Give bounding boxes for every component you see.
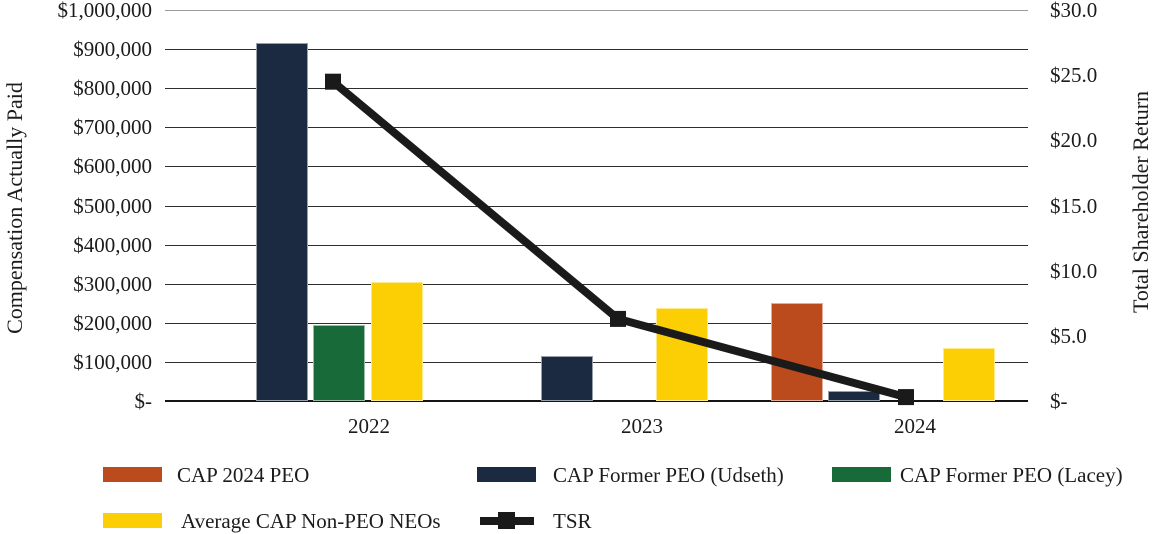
left-axis-tick-label: $100,000: [73, 349, 152, 374]
right-axis-tick-label: $5.0: [1050, 323, 1087, 348]
legend-swatch-3: [832, 467, 891, 482]
legend-label-3: CAP Former PEO (Lacey): [900, 463, 1123, 487]
legend-swatch-4: [103, 513, 162, 528]
legend-label-4: Average CAP Non-PEO NEOs: [181, 509, 441, 533]
left-axis-tick-label: $400,000: [73, 232, 152, 257]
gridline: [165, 49, 1028, 51]
left-axis-tick-label: $200,000: [73, 310, 152, 335]
left-axis-tick-label: $600,000: [73, 154, 152, 179]
left-axis-tick-label: $900,000: [73, 37, 152, 62]
x-axis-label-2024: 2024: [894, 414, 936, 438]
left-axis-tick-label: $300,000: [73, 271, 152, 296]
left-axis-tick-label: $1,000,000: [57, 0, 153, 22]
legend-tsr-square: [498, 512, 515, 529]
left-axis-tick-label: $800,000: [73, 76, 152, 101]
x-axis-label-2022: 2022: [348, 414, 390, 438]
legend-swatch-1: [103, 467, 162, 482]
legend-label-5: TSR: [553, 509, 592, 533]
legend-tsr-marker: [480, 512, 534, 529]
bar-neos-2024: [943, 348, 996, 401]
right-axis-tick-label: $-: [1050, 389, 1068, 413]
right-axis-tick-label: $15.0: [1050, 193, 1098, 218]
right-axis-tick-label: $30.0: [1050, 0, 1098, 22]
left-axis-tick-label: $500,000: [73, 193, 152, 218]
right-axis-tick-label: $20.0: [1050, 128, 1098, 153]
legend-swatch-2: [477, 467, 536, 482]
left-axis-tick-label: $700,000: [73, 115, 152, 140]
x-axis-line: [165, 400, 1028, 402]
left-axis-tick-label: $-: [134, 389, 153, 413]
x-axis-label-2023: 2023: [621, 414, 663, 438]
bar-udseth-2022: [255, 43, 308, 401]
legend-label-1: CAP 2024 PEO: [177, 463, 310, 487]
legend-label-2: CAP Former PEO (Udseth): [553, 463, 784, 487]
right-axis-tick-label: $25.0: [1050, 63, 1098, 88]
right-axis-tick-label: $10.0: [1050, 258, 1098, 283]
gridline: [165, 10, 1028, 11]
